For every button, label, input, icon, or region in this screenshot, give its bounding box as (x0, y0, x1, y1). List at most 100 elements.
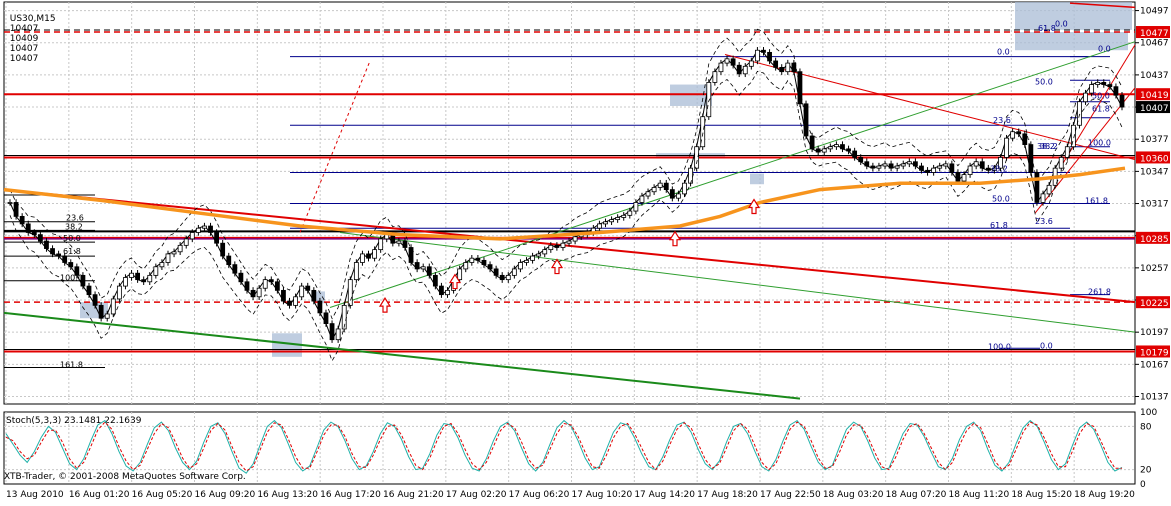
candle-body (785, 62, 791, 73)
candle-body (493, 268, 499, 276)
candle-body (62, 255, 68, 263)
price-label: 10285 (1140, 235, 1169, 245)
up-arrow-icon (668, 230, 682, 247)
candle-body (147, 274, 153, 283)
fib-annotation: 23.6 (66, 214, 84, 223)
candle-body (931, 167, 937, 173)
candle-body (92, 294, 98, 306)
candle-body (1113, 86, 1119, 96)
candle-body (159, 262, 165, 268)
candle-body (663, 182, 669, 190)
highlight-zone (1015, 32, 1128, 51)
candle-body (1004, 137, 1009, 158)
candle-body (773, 60, 779, 68)
candle-body (177, 244, 183, 253)
candle-body (742, 65, 748, 75)
candle-body (347, 279, 353, 306)
x-tick-label: 13 Aug 2010 (6, 490, 64, 500)
candle-body (116, 285, 122, 300)
y-tick-label: 10437 (1140, 71, 1169, 81)
x-tick-label: 17 Aug 18:20 (697, 490, 758, 500)
candle-body (7, 202, 13, 204)
candle-body (481, 259, 487, 266)
candle-body (135, 272, 141, 281)
candle-body (676, 193, 681, 199)
candle-body (651, 187, 657, 193)
candle-body (390, 234, 396, 244)
high-value: 10409 (9, 34, 39, 44)
candle-body (86, 285, 92, 296)
stoch-y-tick-label: 20 (1140, 466, 1152, 476)
candle-body (1107, 84, 1113, 88)
candle-body (700, 116, 706, 148)
candle-body (627, 210, 633, 216)
candle-body (1022, 133, 1028, 145)
candle-body (432, 274, 438, 287)
stoch-y-tick-label: 80 (1140, 422, 1152, 432)
fib-annotation: 261.8 (1088, 288, 1111, 297)
candle-body (730, 58, 736, 66)
candle-body (840, 144, 845, 150)
candle-body (202, 225, 207, 229)
fib-annotation: 61.8 (990, 221, 1008, 230)
candle-body (834, 144, 839, 148)
candle-body (882, 163, 888, 167)
candle-body (961, 174, 967, 182)
candle-body (311, 289, 317, 302)
x-tick-label: 16 Aug 01:20 (69, 490, 130, 500)
x-tick-label: 18 Aug 03:20 (823, 490, 884, 500)
close-value: 10407 (9, 54, 39, 64)
candle-body (815, 148, 821, 153)
y-tick-label: 10497 (1140, 7, 1169, 17)
fib-annotation: 50.0 (992, 194, 1010, 203)
fib-annotation: 23.6 (993, 116, 1011, 125)
price-label: 10179 (1140, 348, 1169, 358)
candle-body (712, 71, 718, 83)
y-tick-label: 10197 (1140, 328, 1169, 338)
candle-body (1046, 184, 1052, 195)
fib-annotation: 61.8 (1038, 24, 1056, 33)
fib-annotation: 161.8 (1085, 197, 1108, 206)
candle-body (852, 150, 858, 158)
open-value: 10407 (9, 24, 39, 34)
price-label-box (1136, 151, 1170, 164)
x-tick-label: 16 Aug 17:20 (320, 490, 381, 500)
candle-body (682, 182, 687, 195)
x-tick-label: 16 Aug 05:20 (132, 490, 193, 500)
candle-body (378, 238, 384, 251)
stoch-y-tick-label: 100 (1140, 408, 1157, 418)
candle-body (195, 227, 201, 233)
candle-body (809, 135, 815, 150)
candle-body (123, 277, 128, 287)
candle-body (894, 165, 900, 169)
candle-body (955, 172, 961, 182)
bollinger-upper (9, 28, 1123, 320)
candle-body (262, 279, 268, 289)
y-tick-label: 10317 (1140, 200, 1169, 210)
price-label-box (1136, 26, 1170, 39)
candle-body (1016, 131, 1022, 135)
candle-body (888, 163, 894, 169)
x-tick-label: 17 Aug 22:50 (760, 490, 821, 500)
candle-body (329, 323, 335, 341)
stoch-title: Stoch(5,3,3) 23.1481 22.1639 (6, 416, 142, 426)
candle-body (603, 221, 608, 225)
candle-body (287, 300, 292, 306)
candle-body (98, 304, 104, 319)
candle-body (876, 165, 882, 169)
y-tick-label: 10467 (1140, 39, 1169, 49)
candle-body (1070, 124, 1076, 148)
fib-annotation: 100.0 (988, 342, 1011, 351)
candle-body (56, 253, 62, 257)
candle-body (718, 62, 724, 73)
highlight-zone (750, 173, 764, 185)
candle-body (244, 281, 250, 291)
candle-body (1010, 131, 1016, 139)
x-tick-label: 17 Aug 10:20 (572, 490, 633, 500)
moving-average-line (3, 166, 1126, 241)
candle-body (396, 240, 402, 244)
candle-body (445, 289, 450, 296)
candle-body (335, 328, 341, 341)
candle-body (1083, 92, 1088, 103)
candle-body (457, 268, 463, 281)
